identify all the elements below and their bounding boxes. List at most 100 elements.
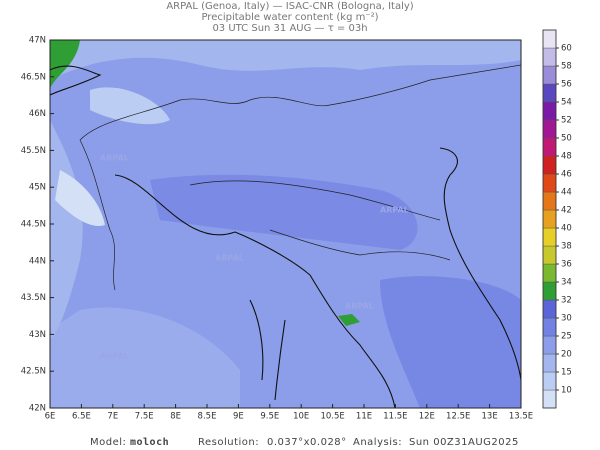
lon-label: 6.5E xyxy=(72,412,91,422)
colorbar-cell xyxy=(542,317,557,337)
colorbar-label: 25 xyxy=(561,332,572,342)
map-field xyxy=(50,40,521,408)
colorbar-cell xyxy=(542,263,557,283)
colorbar-cell xyxy=(542,299,557,319)
lat-label: 45.5N xyxy=(21,146,46,156)
lon-label: 11.5E xyxy=(383,412,407,422)
field-patch xyxy=(50,40,521,80)
lat-label: 43N xyxy=(29,330,46,340)
colorbar-cell xyxy=(542,137,557,157)
colorbar-label: 30 xyxy=(561,314,572,324)
colorbar-cell xyxy=(542,209,557,229)
footer-value: Sun 00Z31AUG2025 xyxy=(409,437,519,448)
watermark: ARPAL xyxy=(215,254,244,263)
colorbar-label: 36 xyxy=(561,260,572,270)
field-patch xyxy=(338,314,360,326)
lat-label: 47N xyxy=(29,36,46,46)
lon-label: 8E xyxy=(170,412,181,422)
coastline xyxy=(249,299,286,401)
lat-label: 44.5N xyxy=(21,220,46,230)
lat-label: 44N xyxy=(29,256,46,266)
colorbar-label: 54 xyxy=(561,98,572,108)
footer-value: 0.037°x0.028° xyxy=(267,437,347,448)
lon-label: 12E xyxy=(419,412,435,422)
colorbar-cell xyxy=(542,119,557,139)
lon-label: 13E xyxy=(482,412,498,422)
colorbar-label: 46 xyxy=(561,170,572,180)
colorbar-label: 20 xyxy=(561,350,572,360)
colorbar-cell xyxy=(542,47,557,67)
watermark: ARPAL xyxy=(100,154,129,163)
watermark: ARPAL xyxy=(345,302,374,311)
colorbar-label: 48 xyxy=(561,152,572,162)
lon-label: 9.5E xyxy=(260,412,279,422)
coastline xyxy=(50,65,102,96)
colorbar-cell xyxy=(542,29,557,49)
lon-label: 13.5E xyxy=(509,412,533,422)
colorbar-label: 52 xyxy=(561,116,572,126)
footer-label: Resolution: xyxy=(198,437,259,448)
colorbar-label: 60 xyxy=(561,44,572,54)
colorbar-label: 42 xyxy=(561,206,572,216)
field-patch xyxy=(90,87,170,125)
lon-label: 8.5E xyxy=(198,412,217,422)
lat-label: 42.5N xyxy=(21,367,46,377)
colorbar-cell xyxy=(542,353,557,373)
colorbar-label: 58 xyxy=(561,62,572,72)
colorbar-label: 40 xyxy=(561,224,572,234)
colorbar-cell xyxy=(542,65,557,85)
lon-label: 7.5E xyxy=(135,412,154,422)
lon-label: 10E xyxy=(293,412,309,422)
coastline xyxy=(114,174,396,408)
lat-label: 46.5N xyxy=(21,72,46,82)
colorbar-cell xyxy=(542,101,557,121)
lat-label: 42N xyxy=(29,404,46,414)
colorbar-cell xyxy=(542,281,557,301)
field-patch xyxy=(50,40,80,88)
lon-label: 7E xyxy=(107,412,118,422)
colorbar-cell xyxy=(542,83,557,103)
colorbar-cell xyxy=(542,155,557,175)
colorbar-label: 56 xyxy=(561,80,572,90)
colorbar-cell xyxy=(542,227,557,247)
field-patch xyxy=(55,170,105,226)
lon-label: 6E xyxy=(45,412,56,422)
border xyxy=(79,139,116,291)
footer-label: Analysis: xyxy=(353,437,402,448)
lat-label: 45N xyxy=(29,183,46,193)
watermark: ARPAL xyxy=(100,352,129,361)
border xyxy=(269,229,451,261)
colorbar-cell xyxy=(542,389,557,409)
lat-label: 46N xyxy=(29,109,46,119)
lon-label: 11E xyxy=(356,412,372,422)
colorbar-label: 50 xyxy=(561,134,572,144)
colorbar-label: 34 xyxy=(561,278,572,288)
colorbar-cell xyxy=(542,335,557,355)
colorbar-label: 32 xyxy=(561,296,572,306)
border xyxy=(79,64,521,141)
border xyxy=(189,180,441,221)
colorbar-label: 44 xyxy=(561,188,572,198)
watermark: ARPAL xyxy=(380,206,409,215)
colorbar-label: 38 xyxy=(561,242,572,252)
header-line: Precipitable water content (kg m⁻²) xyxy=(201,12,378,23)
coastline xyxy=(439,147,521,381)
lon-label: 12.5E xyxy=(446,412,470,422)
colorbar-label: 10 xyxy=(561,386,572,396)
colorbar-cell xyxy=(542,173,557,193)
lon-label: 10.5E xyxy=(320,412,344,422)
footer-value: moloch xyxy=(130,437,169,448)
footer-label: Model: xyxy=(90,437,126,448)
field-patch xyxy=(150,174,418,250)
colorbar-label: 15 xyxy=(561,368,572,378)
colorbar-cell xyxy=(542,191,557,211)
lat-label: 43.5N xyxy=(21,293,46,303)
header-line: ARPAL (Genoa, Italy) — ISAC-CNR (Bologna… xyxy=(166,1,413,12)
header-line: 03 UTC Sun 31 AUG — τ = 03h xyxy=(212,23,367,34)
field-patch xyxy=(50,120,83,340)
colorbar-cell xyxy=(542,371,557,391)
lon-label: 9E xyxy=(233,412,244,422)
field-patch xyxy=(380,276,521,408)
field-patch xyxy=(50,307,240,408)
